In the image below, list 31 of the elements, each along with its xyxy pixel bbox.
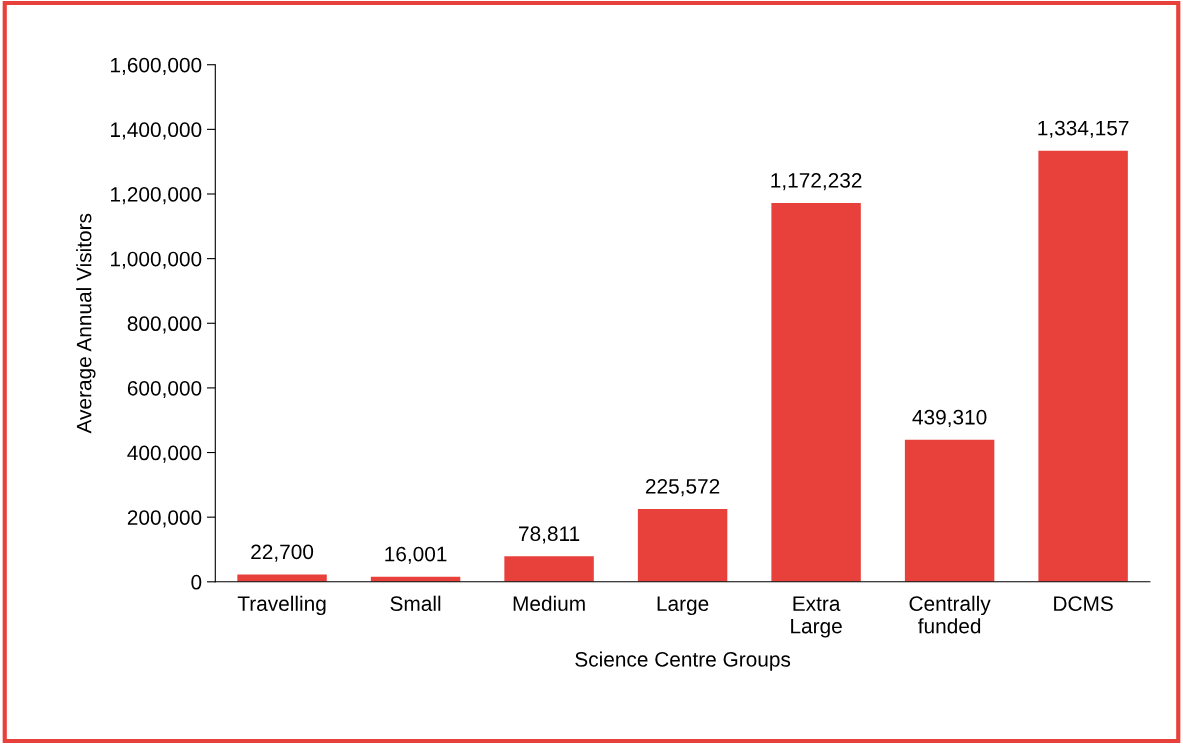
x-tick-label: Large (657, 596, 709, 616)
y-tick-label: 1,400,000 (111, 122, 202, 140)
data-label: 22,700 (251, 544, 314, 562)
x-tick-label: Extra Large (791, 596, 842, 638)
data-label: 16,001 (385, 546, 447, 564)
data-label: 439,310 (912, 409, 987, 428)
data-label: 78,811 (519, 526, 580, 544)
bar (237, 574, 327, 582)
data-label: 225,572 (645, 478, 720, 497)
x-tick-label: Small (390, 595, 441, 611)
y-tick-label: 1,200,000 (111, 187, 202, 205)
bar (1038, 150, 1128, 582)
x-axis-title: Science Centre Groups (575, 651, 791, 671)
bar (637, 508, 728, 582)
bar (504, 556, 594, 582)
y-axis-title: Average Annual Visitors (76, 213, 96, 434)
data-label: 1,172,232 (771, 172, 862, 191)
y-tick-label: 0 (191, 574, 202, 590)
y-tick-label: 200,000 (127, 510, 202, 528)
x-tick-label: Centrally funded (909, 595, 991, 634)
y-tick-label: 600,000 (127, 380, 202, 399)
x-tick-label: Travelling (237, 595, 326, 616)
x-tick-label: Medium (513, 595, 585, 611)
y-tick-label: 1,600,000 (111, 57, 202, 75)
y-tick-label: 400,000 (127, 445, 202, 463)
bar (771, 202, 861, 582)
y-tick-label: 800,000 (127, 316, 202, 334)
y-tick-label: 1,000,000 (111, 251, 202, 269)
bar (904, 439, 995, 582)
x-tick-label: DCMS (1054, 596, 1113, 611)
data-label: 1,334,157 (1038, 120, 1129, 138)
